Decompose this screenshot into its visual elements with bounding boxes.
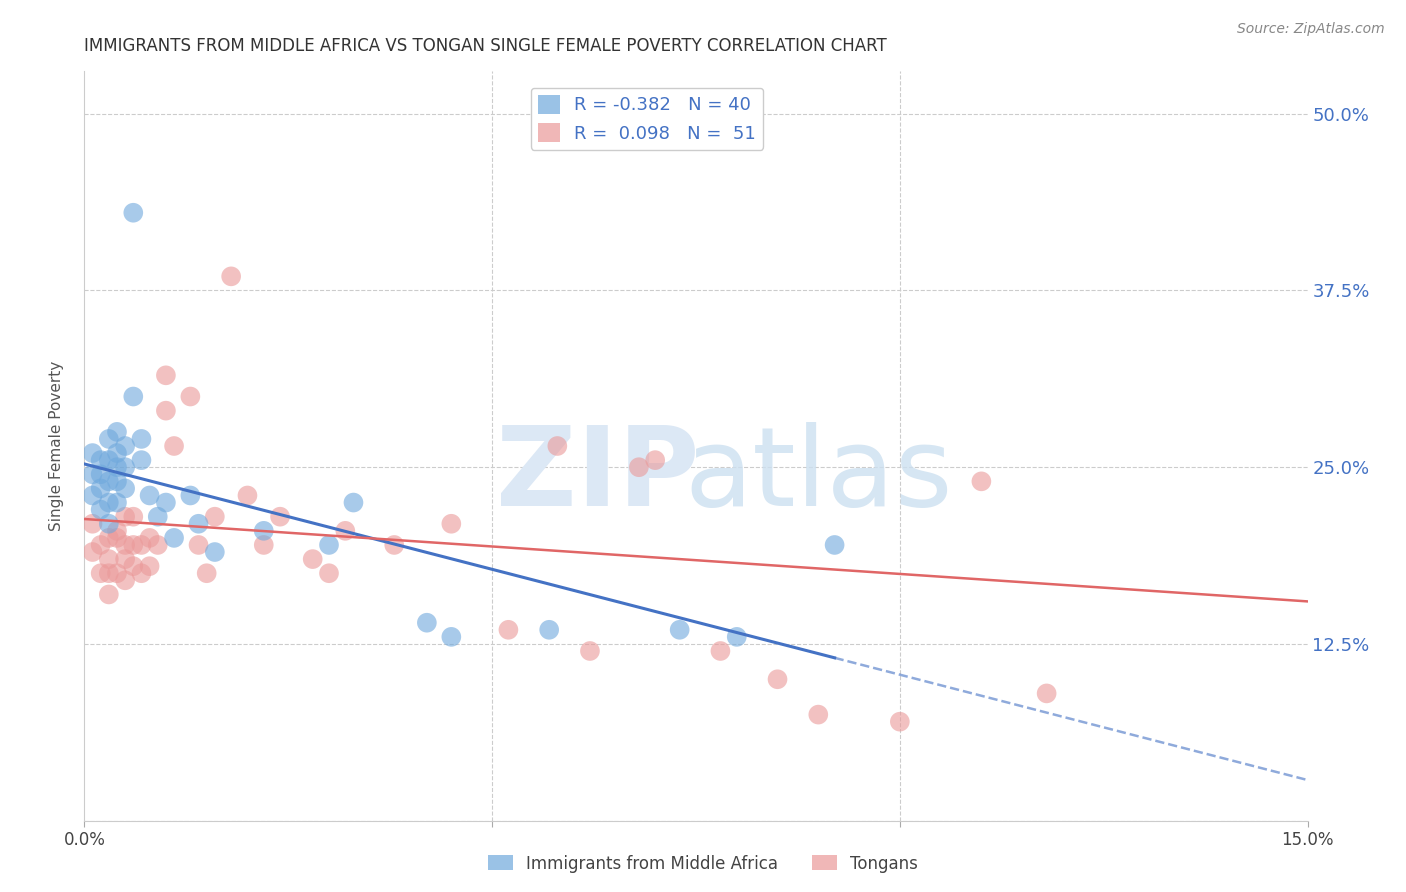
Point [131,566,153,581]
Legend: R = -0.382   N = 40, R =  0.098   N =  51: R = -0.382 N = 40, R = 0.098 N = 51 [531,88,763,150]
Point [90,453,112,467]
Point [97,495,120,509]
Point [155,495,177,509]
Point [382,538,405,552]
Point [90,538,112,552]
Point [97,552,120,566]
Text: atlas: atlas [685,423,952,530]
Point [889,714,911,729]
Point [1035,686,1057,700]
Point [122,509,145,524]
Point [138,559,160,574]
Text: ZIP: ZIP [496,423,700,530]
Point [627,460,650,475]
Point [105,566,128,581]
Point [579,644,602,658]
Point [131,538,153,552]
Point [97,566,120,581]
Point [122,205,145,219]
Point [219,269,242,284]
Text: Source: ZipAtlas.com: Source: ZipAtlas.com [1237,22,1385,37]
Point [90,482,112,496]
Point [318,566,340,581]
Point [498,623,520,637]
Point [105,531,128,545]
Point [253,524,276,538]
Point [318,538,340,552]
Point [114,574,136,588]
Point [807,707,830,722]
Point [709,644,731,658]
Point [644,453,666,467]
Point [82,488,104,502]
Point [82,467,104,482]
Point [105,425,128,439]
Point [90,467,112,482]
Point [725,630,748,644]
Point [195,566,218,581]
Point [253,538,276,552]
Point [114,482,136,496]
Point [416,615,439,630]
Point [114,509,136,524]
Point [105,524,128,538]
Point [204,509,226,524]
Point [269,509,291,524]
Point [668,623,690,637]
Point [105,460,128,475]
Point [163,439,186,453]
Point [138,531,160,545]
Point [824,538,846,552]
Point [122,538,145,552]
Point [155,403,177,417]
Point [97,453,120,467]
Point [146,509,169,524]
Point [342,495,364,509]
Point [114,439,136,453]
Point [114,552,136,566]
Legend: Immigrants from Middle Africa, Tongans: Immigrants from Middle Africa, Tongans [481,848,925,880]
Point [131,453,153,467]
Point [105,495,128,509]
Point [440,516,463,531]
Point [204,545,226,559]
Point [187,516,209,531]
Point [236,488,259,502]
Point [114,460,136,475]
Point [440,630,463,644]
Point [335,524,357,538]
Point [970,475,993,489]
Point [179,488,201,502]
Point [155,368,177,383]
Point [546,439,568,453]
Point [163,531,186,545]
Point [114,538,136,552]
Point [131,432,153,446]
Point [97,587,120,601]
Point [301,552,323,566]
Point [538,623,561,637]
Point [766,673,789,687]
Point [82,545,104,559]
Point [90,502,112,516]
Point [97,432,120,446]
Point [122,390,145,404]
Point [138,488,160,502]
Point [105,475,128,489]
Point [146,538,169,552]
Point [82,446,104,460]
Point [97,475,120,489]
Y-axis label: Single Female Poverty: Single Female Poverty [49,361,63,531]
Point [90,566,112,581]
Point [685,120,707,135]
Text: IMMIGRANTS FROM MIDDLE AFRICA VS TONGAN SINGLE FEMALE POVERTY CORRELATION CHART: IMMIGRANTS FROM MIDDLE AFRICA VS TONGAN … [84,37,887,54]
Point [187,538,209,552]
Point [82,516,104,531]
Point [105,446,128,460]
Point [179,390,201,404]
Point [122,559,145,574]
Point [97,516,120,531]
Point [97,531,120,545]
